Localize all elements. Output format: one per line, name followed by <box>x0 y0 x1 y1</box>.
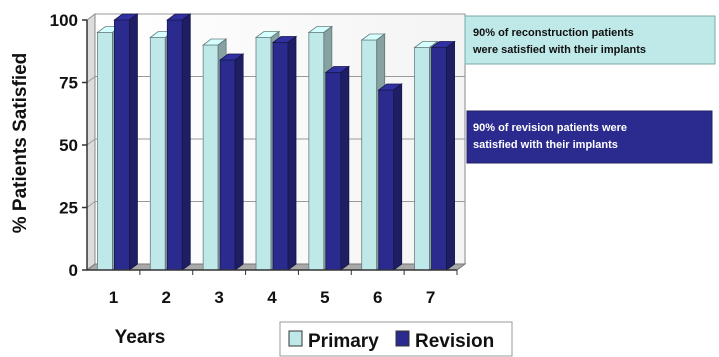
bar-side-face <box>340 65 350 271</box>
bar-front-face <box>272 42 289 271</box>
bar-front-face <box>378 89 395 271</box>
bar-front-face <box>308 32 325 271</box>
bar-front-face <box>255 37 272 271</box>
bars <box>96 13 456 271</box>
x-tick-label: 2 <box>162 288 171 307</box>
bar-front-face <box>361 39 378 271</box>
legend-box <box>279 321 513 357</box>
bar-front-face <box>114 19 130 271</box>
x-tick-label: 6 <box>373 288 382 307</box>
annotation-reconstruction: 90% of reconstruction patients were sati… <box>464 15 716 65</box>
annotation-reconstruction-line-1: 90% of reconstruction patients <box>473 27 634 39</box>
x-tick-label: 4 <box>267 288 277 307</box>
annotation-reconstruction-box <box>464 15 716 65</box>
bar-front-face <box>166 19 183 271</box>
y-tick-label: 100 <box>50 11 78 30</box>
bar-front-face <box>325 72 342 271</box>
bar-revision-1 <box>113 13 139 271</box>
legend-label-revision: Revision <box>415 331 494 352</box>
y-tick-label: 25 <box>59 199 78 218</box>
bar-revision-6 <box>377 83 403 271</box>
bar-side-face <box>393 83 403 271</box>
bar-front-face <box>414 47 430 271</box>
annotation-revision-line-1: 90% of revision patients were <box>473 122 627 134</box>
bar-revision-4 <box>271 35 298 271</box>
bar-side-face <box>129 13 138 271</box>
bar-front-face <box>149 37 166 271</box>
x-axis-ticks: 1 2 3 4 5 6 7 <box>87 269 458 307</box>
bar-side-face <box>287 35 297 271</box>
x-tick-label: 1 <box>109 288 118 307</box>
legend-swatch-primary <box>288 330 303 347</box>
bar-side-face <box>446 40 455 271</box>
bar-revision-5 <box>324 65 351 271</box>
y-tick-label: 0 <box>69 261 78 280</box>
x-tick-label: 3 <box>214 288 223 307</box>
gridline-side <box>86 13 96 21</box>
annotation-revision-line-2: satisfied with their implants <box>473 139 618 151</box>
bar-front-face <box>202 44 219 271</box>
bar-revision-3 <box>218 53 245 271</box>
gridline-side <box>86 201 96 208</box>
y-axis-title: % Patients Satisfied <box>10 53 31 234</box>
annotation-revision-box <box>466 110 713 164</box>
annotation-revision: 90% of revision patients were satisfied … <box>466 110 713 164</box>
bar-revision-2 <box>166 13 192 271</box>
bar-front-face <box>219 59 236 271</box>
legend-label-primary: Primary <box>308 331 379 352</box>
bar-revision-7 <box>430 40 456 271</box>
bar-front-face <box>97 32 113 271</box>
gridline-side <box>86 76 96 83</box>
bar-front-face <box>431 47 447 271</box>
x-axis-title: Years <box>115 327 166 348</box>
legend: Primary Revision <box>279 321 513 357</box>
bar-side-face <box>234 53 244 271</box>
annotation-reconstruction-line-2: were satisfied with their implants <box>472 44 646 56</box>
bar-side-face <box>181 13 191 271</box>
y-axis-ticks: 0 25 50 75 100 <box>50 11 87 280</box>
y-tick-label: 50 <box>59 136 78 155</box>
legend-swatch-revision <box>395 330 410 347</box>
y-tick-label: 75 <box>59 74 78 93</box>
x-tick-label: 7 <box>426 288 435 307</box>
gridline-side <box>86 138 96 146</box>
x-tick-label: 5 <box>320 288 329 307</box>
